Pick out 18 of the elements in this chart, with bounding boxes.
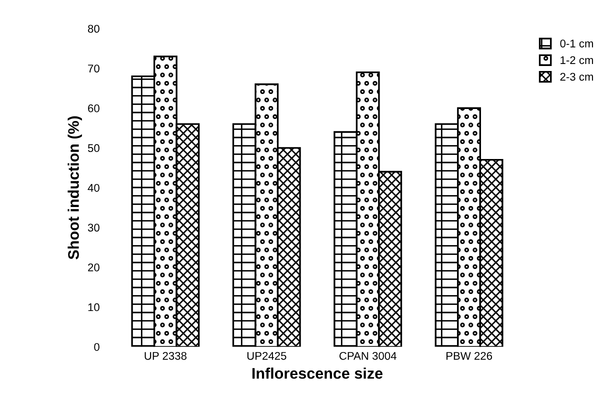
legend-label: 2-3 cm	[560, 72, 593, 81]
legend-label: 0-1 cm	[560, 40, 593, 48]
y-tick-label: 0	[94, 343, 100, 351]
x-tick-label: CPAN 3004	[339, 352, 396, 360]
y-tick-label: 10	[88, 303, 100, 312]
y-tick-label: 60	[88, 104, 100, 112]
legend-label: 1-2 cm	[560, 56, 593, 64]
x-tick-label: UP 2338	[144, 352, 186, 360]
y-axis-title: Shoot induction (%)	[68, 116, 82, 260]
x-tick-label: UP2425	[247, 352, 286, 360]
y-tick-label: 30	[88, 224, 100, 232]
y-tick-label: 50	[88, 144, 100, 152]
x-axis-title: Inflorescence size	[252, 368, 383, 379]
x-tick-label: PBW 226	[446, 352, 492, 360]
y-tick-label: 20	[88, 264, 100, 272]
y-tick-label: 40	[88, 184, 100, 192]
y-tick-label: 70	[88, 64, 100, 72]
y-tick-label: 80	[88, 24, 100, 33]
